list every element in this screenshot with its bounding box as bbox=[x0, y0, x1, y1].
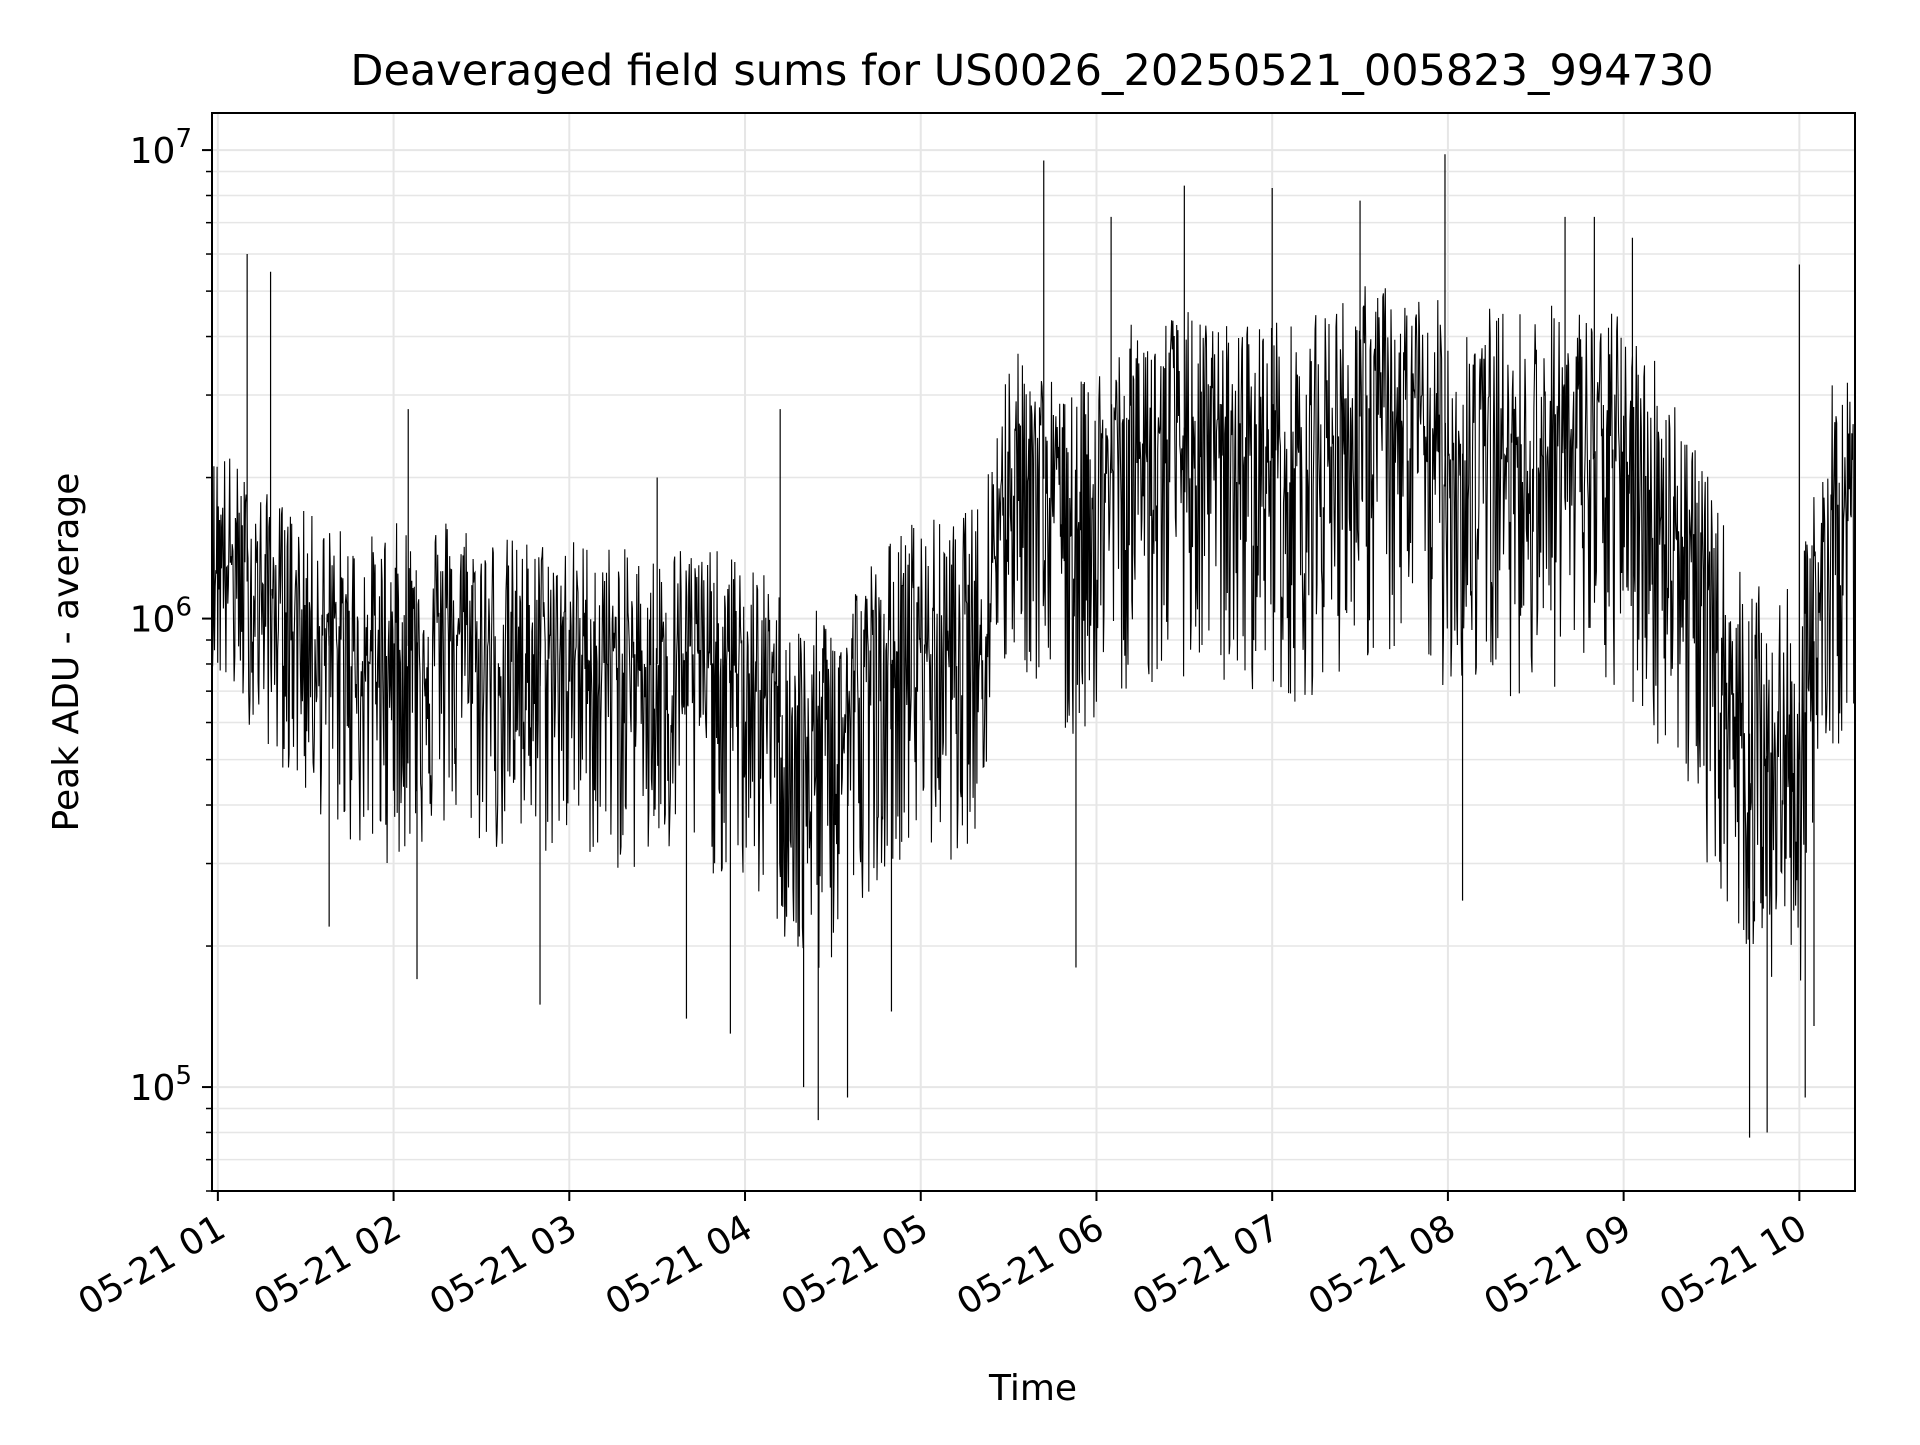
y-tick-layer: 105 106 107 bbox=[130, 124, 212, 1192]
x-tick-label: 05-21 09 bbox=[1477, 1207, 1638, 1323]
x-tick-label: 05-21 04 bbox=[599, 1207, 760, 1323]
x-tick-label: 05-21 08 bbox=[1302, 1207, 1463, 1323]
x-tick-label: 05-21 06 bbox=[950, 1207, 1111, 1323]
series-line bbox=[211, 286, 1856, 981]
y-tick-label: 105 bbox=[130, 1061, 192, 1109]
chart-title: Deaveraged field sums for US0026_2025052… bbox=[350, 46, 1713, 96]
y-tick-label: 107 bbox=[130, 124, 192, 172]
x-tick-label: 05-21 02 bbox=[247, 1207, 408, 1323]
x-tick-label: 05-21 01 bbox=[72, 1207, 233, 1323]
x-tick-label: 05-21 07 bbox=[1126, 1207, 1287, 1323]
x-tick-label: 05-21 05 bbox=[775, 1207, 936, 1323]
plot-frame bbox=[211, 112, 1856, 1192]
grid-layer bbox=[212, 113, 1855, 1192]
x-tick-label: 05-21 10 bbox=[1653, 1207, 1814, 1323]
data-layer bbox=[211, 154, 1856, 1138]
x-tick-label: 05-21 03 bbox=[423, 1207, 584, 1323]
x-tick-layer: 05-21 01 05-21 02 05-21 03 05-21 04 05-21 05… bbox=[72, 1191, 1814, 1324]
y-axis-label: Peak ADU - average bbox=[46, 473, 87, 832]
x-axis-label: Time bbox=[988, 1368, 1077, 1409]
y-tick-label: 106 bbox=[130, 593, 192, 641]
